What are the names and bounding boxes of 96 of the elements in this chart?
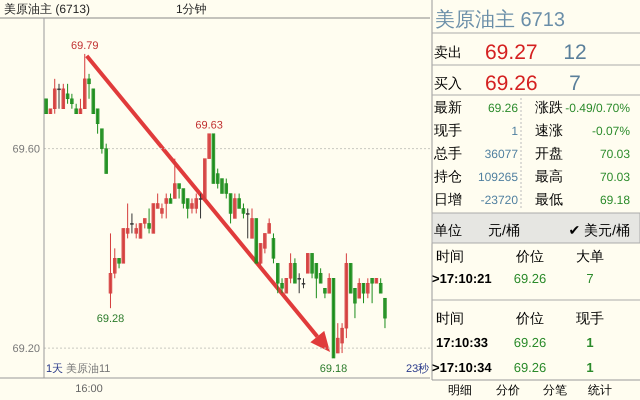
candlestick	[336, 322, 340, 354]
candlestick	[70, 93, 74, 110]
text: 70.03	[600, 147, 630, 161]
candlestick	[306, 252, 310, 274]
x-tick-label: 16:00	[75, 383, 103, 395]
chart-subtitle: 1分钟	[176, 2, 207, 16]
annotation: 1天	[46, 363, 64, 375]
candlestick	[87, 73, 91, 100]
candlestick	[147, 208, 151, 234]
candlestick	[233, 193, 237, 219]
text: 70.03	[600, 170, 630, 184]
text: 时间	[436, 310, 464, 326]
text: 单位	[434, 222, 462, 238]
candlestick	[57, 83, 61, 110]
candlestick	[293, 258, 297, 284]
chart-title: 美原油主 (6713)	[4, 2, 90, 16]
candlestick	[272, 232, 276, 264]
text: >17:10:21	[432, 271, 492, 286]
text: 明细	[448, 383, 472, 397]
candlestick	[52, 78, 56, 114]
candlestick	[362, 282, 366, 304]
text: 元/桶	[488, 222, 520, 238]
annotation: 69.18	[320, 363, 348, 376]
text: 1	[511, 124, 518, 138]
text: 速涨	[535, 122, 563, 138]
text: -0.49/0.70%	[565, 101, 630, 115]
text: 涨跌	[535, 99, 563, 115]
text: 12	[563, 41, 587, 64]
text: 卖出	[434, 44, 462, 60]
text: 现手	[434, 122, 462, 138]
text: 69.18	[600, 193, 630, 207]
candlestick	[366, 278, 370, 299]
text: 分价	[496, 383, 520, 397]
candlestick	[117, 258, 121, 269]
y-tick-label: 69.20	[12, 343, 40, 356]
text: 总手	[433, 145, 462, 161]
candlestick	[108, 232, 112, 309]
text: 69.26	[514, 360, 546, 375]
text: 69.27	[485, 41, 538, 64]
text: -0.07%	[592, 124, 630, 138]
candlestick	[370, 278, 374, 304]
text: 1	[586, 335, 594, 350]
candlestick	[173, 158, 177, 199]
candlestick	[297, 272, 301, 294]
text: 价位	[515, 310, 544, 326]
candlestick	[378, 278, 382, 294]
text: 分笔	[543, 383, 567, 397]
text: 最高	[535, 168, 563, 184]
annotation: 69.28	[96, 313, 124, 326]
candlestick	[164, 193, 168, 219]
candlestick	[168, 193, 172, 204]
text: 时间	[436, 248, 464, 264]
annotation: 69.79	[70, 40, 99, 52]
candlestick	[62, 83, 66, 110]
annotation: 69.63	[195, 120, 223, 132]
text: 7	[569, 72, 581, 95]
text: 69.26	[514, 271, 546, 286]
text: 价位	[515, 248, 544, 264]
candlestick	[327, 272, 331, 294]
candlestick	[130, 212, 134, 234]
text: >17:10:34	[432, 360, 492, 375]
text: 17:10:33	[436, 335, 488, 350]
text: 69.26	[488, 101, 518, 115]
candlestick	[310, 252, 314, 279]
text: 统计	[588, 383, 612, 397]
text: ✔ 美元/桶	[568, 222, 630, 238]
candlestick	[246, 208, 250, 239]
text: 109265	[478, 170, 518, 184]
text: 持仓	[434, 168, 462, 184]
text: 36077	[484, 147, 518, 161]
text: 买入	[434, 75, 462, 91]
candlestick	[302, 278, 306, 289]
annotation: 美原油11	[66, 362, 110, 375]
candlestick	[323, 288, 327, 299]
text: 69.26	[514, 335, 546, 350]
candlestick	[357, 278, 361, 299]
text: 1	[586, 360, 594, 375]
text: 大单	[576, 248, 604, 264]
y-tick-label: 69.60	[12, 144, 40, 156]
candlestick	[250, 208, 254, 239]
text: 现手	[576, 310, 604, 326]
candlestick	[190, 198, 194, 214]
candlestick	[383, 298, 387, 329]
candlestick	[66, 83, 70, 104]
text: 美原油主 6713	[435, 8, 566, 31]
candlestick	[44, 98, 48, 114]
text: 开盘	[535, 145, 563, 161]
text: 最低	[535, 191, 563, 207]
text: 日增	[434, 191, 462, 207]
text: -23720	[480, 193, 518, 207]
text: 最新	[434, 99, 462, 115]
text: 69.26	[485, 72, 538, 95]
candlestick	[198, 193, 202, 219]
candlestick	[74, 103, 78, 114]
text: 23秒	[406, 363, 430, 375]
text: 7	[586, 271, 594, 286]
